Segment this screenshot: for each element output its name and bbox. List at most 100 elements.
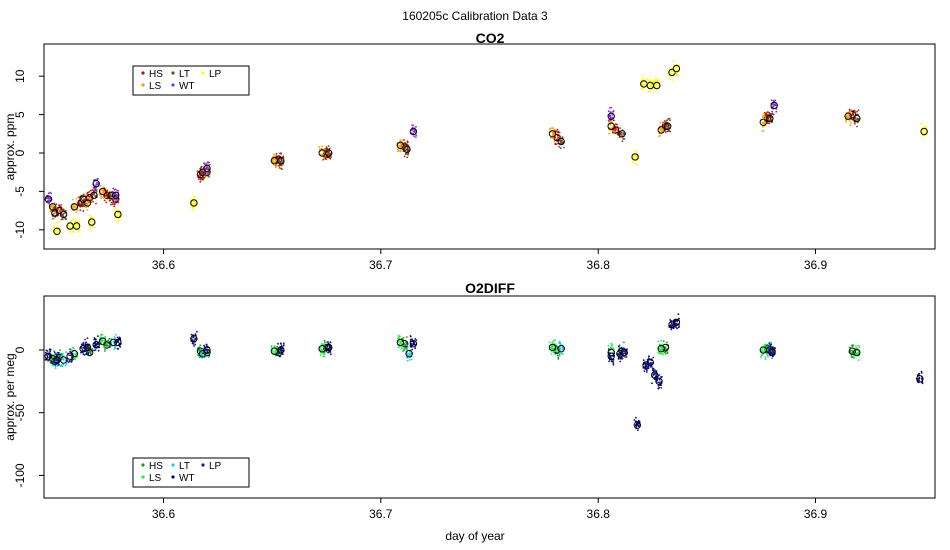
co2-sample-dot [95, 190, 98, 193]
o2diff-y-tick-label: -100 [13, 463, 27, 487]
co2-sample-dot [609, 116, 612, 119]
o2diff-sample-dot [855, 345, 857, 347]
co2-sample-dot [56, 208, 59, 210]
co2-sample-dot [415, 125, 417, 128]
o2diff-sample-dot [401, 347, 403, 350]
co2-points [44, 60, 928, 237]
o2diff-sample-dot [401, 350, 404, 352]
o2diff-sample-dot [651, 362, 654, 364]
co2-mean-marker [853, 114, 861, 123]
o2diff-sample-dot [57, 363, 60, 366]
o2diff-sample-dot [203, 345, 206, 348]
co2-sample-dot [327, 145, 330, 147]
o2diff-sample-dot [48, 348, 51, 351]
o2diff-sample-dot [397, 337, 399, 340]
co2-ticks: 36.6 36.7 36.8 36.9 -10 -5 0 5 10 [13, 69, 828, 272]
co2-sample-dot [321, 145, 323, 148]
co2-sample-dot [321, 159, 324, 162]
o2diff-mean-marker [409, 340, 418, 348]
co2-sample-dot [206, 172, 209, 175]
co2-sample-dot [548, 128, 551, 131]
o2diff-sample-dot [551, 342, 554, 344]
o2diff-sample-dot [93, 338, 96, 341]
o2diff-sample-dot [658, 381, 661, 384]
o2diff-sample-dot [625, 356, 628, 358]
co2-x-tick-label: 36.6 [152, 258, 176, 272]
o2diff-sample-dot [94, 349, 97, 351]
co2-mean-marker [548, 130, 557, 138]
o2diff-sample-dot [54, 364, 57, 366]
o2diff-sample-dot [45, 349, 48, 352]
co2-sample-dot [320, 153, 323, 156]
o2diff-sample-dot [649, 363, 652, 366]
o2diff-sample-dot [916, 378, 919, 380]
co2-sample-dot [404, 142, 406, 144]
co2-sample-dot [621, 140, 624, 143]
co2-sample-dot [556, 134, 559, 137]
legend-swatch-hs [141, 463, 145, 467]
o2diff-sample-dot [270, 346, 273, 348]
o2diff-sample-dot [208, 354, 211, 357]
o2diff-sample-dot [659, 352, 662, 355]
o2diff-sample-dot [624, 350, 627, 353]
o2diff-sample-dot [772, 351, 775, 353]
o2diff-sample-dot [323, 355, 325, 358]
o2diff-sample-dot [282, 353, 284, 355]
co2-sample-dot [96, 181, 98, 184]
co2-sample-dot [72, 207, 75, 210]
o2diff-sample-dot [115, 341, 118, 344]
legend-label-lt: LT [179, 461, 190, 472]
o2diff-sample-dot [853, 356, 855, 358]
co2-sample-dot [78, 202, 81, 205]
o2diff-sample-dot [108, 337, 111, 340]
o2diff-mean-marker [99, 337, 107, 345]
o2diff-sample-dot [57, 358, 60, 361]
o2diff-sample-dot [645, 371, 648, 373]
o2diff-sample-dot [637, 419, 640, 422]
co2-sample-dot [191, 200, 194, 203]
o2diff-sample-dot [611, 360, 613, 363]
o2diff-sample-dot [653, 372, 656, 375]
co2-sample-dot [79, 209, 82, 212]
o2diff-mean-marker [657, 345, 665, 353]
co2-sample-dot [398, 144, 401, 147]
co2-sample-dot [114, 209, 117, 211]
o2diff-sample-dot [768, 347, 771, 350]
co2-sample-dot [74, 206, 77, 208]
co2-sample-dot [282, 155, 285, 158]
co2-sample-dot [50, 192, 53, 195]
o2diff-sample-dot [323, 353, 325, 356]
o2diff-sample-dot [69, 348, 71, 351]
o2diff-sample-dot [67, 361, 70, 363]
o2diff-mean-marker [405, 350, 413, 358]
o2diff-sample-dot [635, 416, 637, 419]
co2-sample-dot [83, 205, 86, 208]
co2-sample-dot [398, 149, 400, 152]
co2-sample-dot [76, 200, 79, 203]
co2-sample-dot [280, 152, 282, 155]
co2-mean-marker [83, 199, 92, 207]
co2-sample-dot [205, 163, 208, 166]
co2-sample-dot [192, 209, 194, 212]
o2diff-sample-dot [768, 342, 771, 345]
co2-mean-marker [92, 180, 100, 188]
o2diff-sample-dot [85, 346, 88, 349]
x-axis-label: day of year [445, 529, 504, 543]
co2-mean-marker [59, 210, 68, 219]
o2diff-sample-dot [398, 343, 401, 346]
co2-x-tick-label: 36.8 [587, 258, 611, 272]
o2diff-sample-dot [851, 349, 853, 352]
o2diff-sample-dot [405, 336, 408, 338]
o2diff-sample-dot [633, 419, 636, 421]
co2-sample-dot [551, 127, 554, 130]
o2diff-sample-dot [327, 347, 329, 350]
co2-sample-dot [622, 137, 624, 140]
co2-sample-dot [672, 80, 675, 82]
co2-sample-dot [116, 189, 119, 192]
o2diff-sample-dot [921, 382, 924, 385]
co2-sample-dot [641, 73, 644, 76]
co2-y-tick-label: 0 [13, 149, 27, 156]
figure-title: 160205c Calibration Data 3 [402, 9, 548, 23]
o2diff-sample-dot [54, 367, 57, 369]
o2diff-x-tick-label: 36.9 [804, 507, 828, 521]
